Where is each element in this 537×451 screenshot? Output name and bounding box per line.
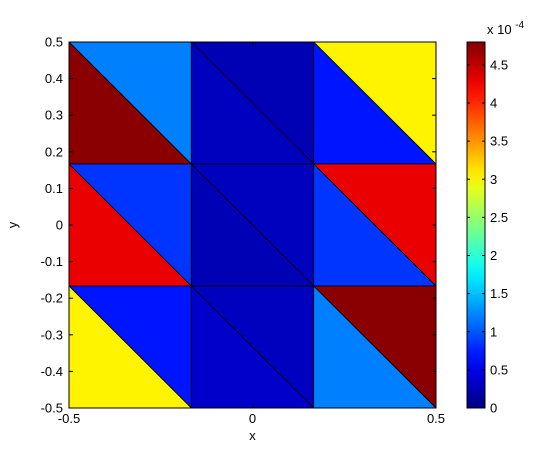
colorbar-exponent-label: x 10 -4 [487,20,525,37]
y-tick-label: -0.5 [41,401,63,416]
x-tick-label: -0.5 [58,411,80,426]
colorbar-exponent-power: -4 [515,20,524,31]
colorbar-tick-label: 4.5 [490,57,508,72]
y-axis-label: y [5,221,20,228]
x-tick-label: 0 [249,411,256,426]
y-tick-label: 0.2 [45,144,63,159]
colorbar-tick-label: 0.5 [490,362,508,377]
y-tick-label: 0.5 [45,35,63,50]
colorbar-tick-label: 2 [490,248,497,263]
y-tick-label: -0.1 [41,254,63,269]
colorbar-tick-label: 0 [490,401,497,416]
y-tick-label: -0.4 [41,364,63,379]
y-tick-label: -0.3 [41,327,63,342]
colorbar-tick-label: 3 [490,172,497,187]
colorbar-tick-label: 1 [490,324,497,339]
y-axis-ticks: -0.5 -0.4 -0.3 -0.2 -0.1 0 0.1 0.2 0.3 0.4 0.5 [41,35,436,416]
colorbar-tick-label: 1.5 [490,286,508,301]
triangle-mesh [68,41,437,409]
x-tick-label: 0.5 [427,411,445,426]
colorbar-tick-label: 4 [490,96,497,111]
y-tick-label: 0.3 [45,108,63,123]
plot-frame [68,41,437,409]
colorbar-exponent-base: x 10 [487,22,512,37]
colorbar-tick-label: 2.5 [490,210,508,225]
y-tick-label: 0.4 [45,71,63,86]
colorbar-tick-label: 3.5 [490,134,508,149]
y-tick-label: 0.1 [45,181,63,196]
x-axis-label: x [249,428,256,443]
plot-area: -0.5 0 0.5 -0.5 -0.4 -0.3 -0.2 -0.1 0 0.1 0.2 0.3 0… [41,35,445,427]
colorbar-ticks: 0 0.5 1 1.5 2 2.5 3 3.5 4 4.5 [467,57,508,416]
y-tick-label: 0 [56,218,63,233]
colorbar-gradient [466,41,486,409]
y-tick-label: -0.2 [41,291,63,306]
colorbar: 0 0.5 1 1.5 2 2.5 3 3.5 4 4.5 x 10 -4 [466,20,525,416]
